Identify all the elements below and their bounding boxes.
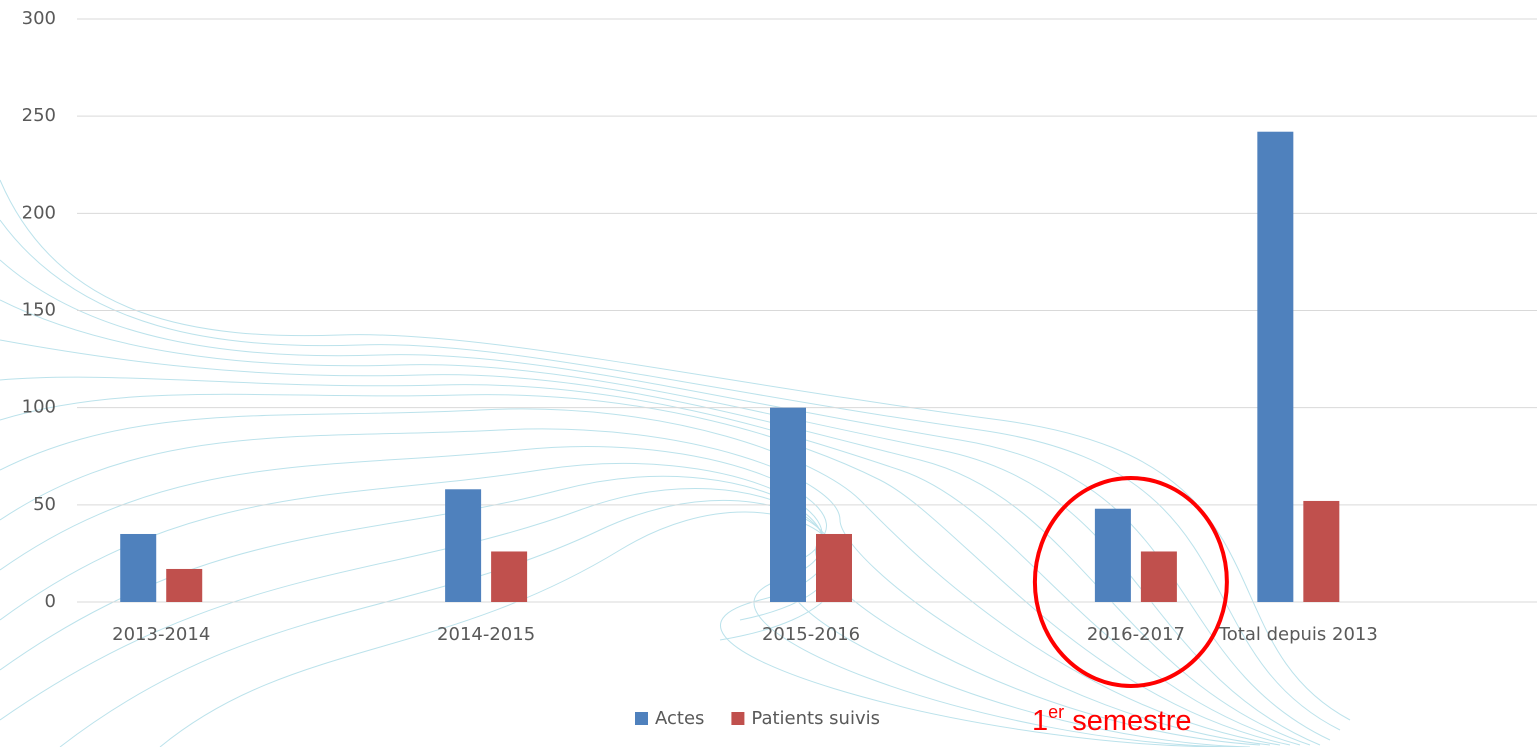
legend-swatch bbox=[731, 712, 744, 725]
annotation-superscript: er bbox=[1048, 702, 1064, 722]
bar bbox=[1303, 501, 1339, 602]
bar bbox=[770, 408, 806, 602]
legend-label: Patients suivis bbox=[751, 708, 880, 729]
annotation-text: semestre bbox=[1072, 705, 1191, 737]
annotation-number: 1 bbox=[1032, 705, 1048, 737]
y-tick-label: 250 bbox=[22, 105, 56, 126]
y-tick-label: 300 bbox=[22, 8, 56, 29]
bar bbox=[120, 534, 156, 602]
legend-swatch bbox=[635, 712, 648, 725]
annotation: 1er semestre bbox=[1032, 702, 1191, 738]
x-tick-label: 2013-2014 bbox=[81, 620, 241, 650]
page: 0 50 100 150 200 250 300 Actes Patients suivis 1… bbox=[0, 0, 1537, 747]
bar bbox=[816, 534, 852, 602]
y-tick-label: 150 bbox=[22, 300, 56, 321]
y-tick-label: 0 bbox=[45, 591, 56, 612]
x-tick-label: Total depuis 2013 bbox=[1218, 620, 1378, 650]
bar bbox=[445, 489, 481, 602]
y-tick-label: 200 bbox=[22, 202, 56, 223]
background-waves bbox=[0, 180, 1350, 747]
bar bbox=[1257, 132, 1293, 602]
y-tick-label: 100 bbox=[22, 397, 56, 418]
x-tick-label: 2014-2015 bbox=[406, 620, 566, 650]
x-tick-label: 2016-2017 bbox=[1056, 620, 1216, 650]
bar bbox=[166, 569, 202, 602]
bar bbox=[491, 551, 527, 602]
y-tick-label: 50 bbox=[33, 494, 56, 515]
bar bbox=[1095, 509, 1131, 602]
x-tick-label: 2015-2016 bbox=[731, 620, 891, 650]
bar bbox=[1141, 551, 1177, 602]
legend-label: Actes bbox=[655, 708, 704, 729]
